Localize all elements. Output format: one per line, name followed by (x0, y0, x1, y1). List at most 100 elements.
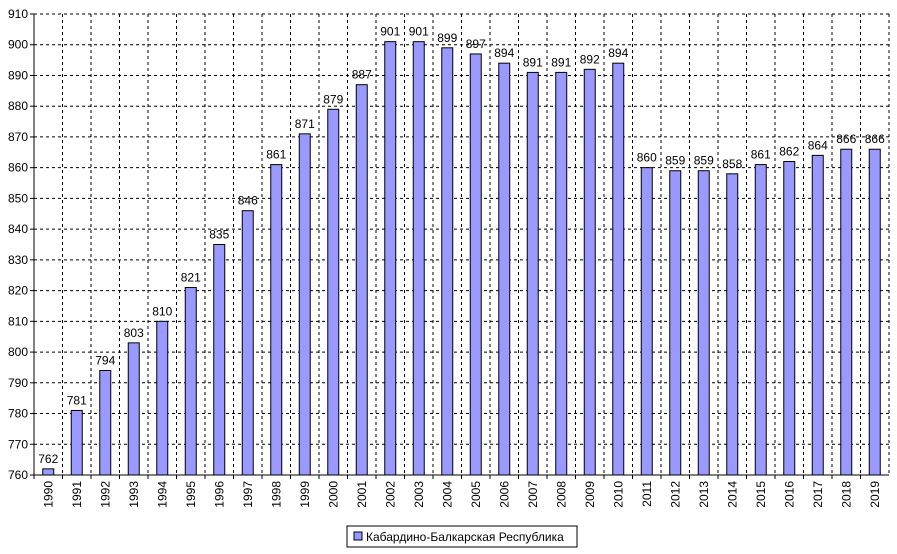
bar-1995 (184, 287, 197, 476)
y-tick-label: 850 (8, 191, 28, 205)
x-tick-label-1991: 1991 (70, 481, 84, 508)
x-tick-label-2019: 2019 (868, 481, 882, 508)
x-tick-label-2014: 2014 (725, 481, 739, 508)
bar-2003 (412, 41, 425, 476)
x-tick-label-2006: 2006 (497, 481, 511, 508)
x-tick-label-2002: 2002 (383, 481, 397, 508)
y-tick-label: 780 (8, 407, 28, 421)
bar-1991 (70, 409, 83, 476)
x-tick-label-2003: 2003 (412, 481, 426, 508)
x-tick-label-1998: 1998 (269, 481, 283, 508)
bar-2014 (726, 173, 739, 476)
data-label-2016: 862 (779, 145, 799, 159)
data-label-2018: 866 (836, 132, 856, 146)
x-tick-label-2008: 2008 (554, 481, 568, 508)
y-tick-label: 890 (8, 68, 28, 82)
x-tick-label-2013: 2013 (697, 481, 711, 508)
bar-2019 (868, 148, 881, 476)
y-tick-label: 810 (8, 314, 28, 328)
y-tick-label: 870 (8, 130, 28, 144)
data-labels: 762 781 794 803 810 821 835 846 861 871 879 887 901 9… (38, 25, 885, 466)
x-axis-ticks: 1990 1991 1992 1993 1994 1995 1996 1997 1998 1999… (33, 475, 882, 508)
x-tick-label-2018: 2018 (839, 481, 853, 508)
legend: Кабардино-Балкарская Республика (346, 525, 578, 548)
data-label-1996: 835 (209, 228, 229, 242)
data-label-1990: 762 (38, 452, 58, 466)
x-tick-label-2004: 2004 (440, 481, 454, 508)
bar-1998 (270, 164, 283, 476)
bar-1994 (156, 320, 169, 476)
y-tick-label: 830 (8, 253, 28, 267)
x-tick-label-1997: 1997 (241, 481, 255, 508)
data-label-2002: 901 (380, 25, 400, 39)
x-tick-label-1999: 1999 (298, 481, 312, 508)
x-tick-label-2007: 2007 (526, 481, 540, 508)
data-label-2012: 859 (665, 154, 685, 168)
x-tick-label-2011: 2011 (640, 481, 654, 507)
bar-2010 (612, 62, 625, 476)
x-tick-label-1994: 1994 (155, 481, 169, 508)
data-label-1992: 794 (95, 354, 115, 368)
bar-1990 (42, 468, 55, 476)
grid-lines (34, 13, 890, 475)
x-tick-label-2017: 2017 (811, 481, 825, 508)
bar-2012 (669, 170, 682, 476)
data-label-2011: 860 (637, 151, 657, 165)
bar-1997 (241, 210, 254, 476)
x-tick-label-1993: 1993 (127, 481, 141, 508)
data-label-2013: 859 (694, 154, 714, 168)
legend-label: Кабардино-Балкарская Республика (366, 530, 564, 544)
bar-2002 (384, 41, 397, 476)
y-tick-label: 880 (8, 99, 28, 113)
data-label-1997: 846 (238, 194, 258, 208)
data-label-2019: 866 (865, 132, 885, 146)
bar-2013 (697, 170, 710, 476)
x-tick-label-2005: 2005 (469, 481, 483, 508)
bar-2017 (811, 154, 824, 476)
data-label-2003: 901 (409, 25, 429, 39)
bar-2004 (441, 47, 454, 476)
x-tick-label-1990: 1990 (41, 481, 55, 508)
x-tick-label-2010: 2010 (611, 481, 625, 508)
bar-2016 (783, 161, 796, 476)
bar-2005 (469, 53, 482, 476)
data-label-2015: 861 (751, 148, 771, 162)
x-tick-label-2000: 2000 (326, 481, 340, 508)
data-label-2008: 891 (551, 55, 571, 69)
data-label-2007: 891 (523, 55, 543, 69)
bar-1992 (99, 370, 112, 476)
bar-2007 (526, 71, 539, 476)
data-label-2000: 879 (323, 92, 343, 106)
bar-1996 (213, 244, 226, 476)
x-tick-label-1996: 1996 (212, 481, 226, 508)
x-tick-label-2016: 2016 (782, 481, 796, 508)
legend-swatch (353, 531, 363, 541)
data-label-2006: 894 (494, 46, 514, 60)
data-label-2001: 887 (352, 68, 372, 82)
data-label-2010: 894 (608, 46, 628, 60)
x-tick-label-2015: 2015 (754, 481, 768, 508)
y-tick-label: 860 (8, 161, 28, 175)
data-label-1995: 821 (181, 271, 201, 285)
bar-1993 (127, 342, 140, 476)
x-tick-label-2001: 2001 (355, 481, 369, 508)
data-label-1993: 803 (124, 326, 144, 340)
data-label-2009: 892 (580, 52, 600, 66)
bar-2011 (640, 167, 653, 476)
x-tick-label-1992: 1992 (98, 481, 112, 508)
data-label-1999: 871 (295, 117, 315, 131)
bar-1999 (298, 133, 311, 476)
y-tick-label: 900 (8, 38, 28, 52)
bar-2008 (555, 71, 568, 476)
y-axis-ticks: 760 770 780 790 800 810 820 830 840 850 860 870 880 8… (8, 7, 34, 482)
data-label-1994: 810 (152, 304, 172, 318)
legend-box (346, 525, 578, 548)
bar-2018 (840, 148, 853, 476)
data-label-1991: 781 (67, 393, 87, 407)
data-label-1998: 861 (266, 148, 286, 162)
data-label-2005: 897 (466, 37, 486, 51)
x-tick-label-1995: 1995 (184, 481, 198, 508)
bar-2015 (754, 164, 767, 476)
